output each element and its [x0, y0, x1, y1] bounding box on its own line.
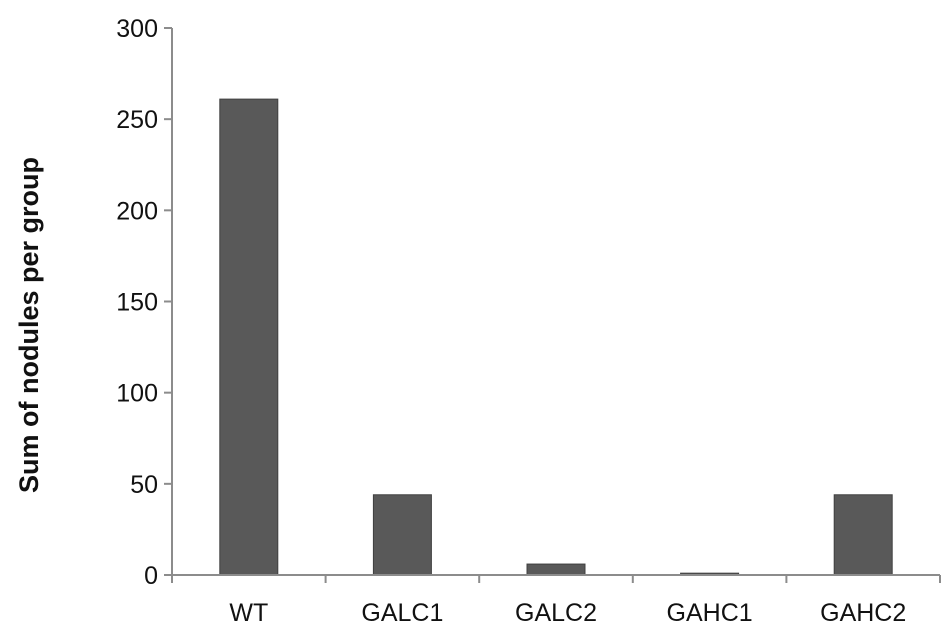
x-tick-label-gahc2: GAHC2: [820, 599, 906, 627]
y-tick-label: 150: [116, 289, 158, 317]
y-tick-label: 50: [130, 471, 158, 499]
y-axis: 0 50 100 150 200 250 300: [116, 15, 172, 590]
x-tick-label-gahc1: GAHC1: [667, 599, 753, 627]
bar-galc1: [372, 494, 432, 576]
y-axis-title: Sum of nodules per group: [14, 157, 44, 493]
y-tick-label: 250: [116, 106, 158, 134]
bars: [219, 98, 893, 576]
x-axis-labels: WT GALC1 GALC2 GAHC1 GAHC2: [171, 575, 941, 627]
bar-gahc2: [833, 494, 893, 576]
y-tick-label: 0: [144, 562, 158, 590]
x-tick-label-galc1: GALC1: [361, 599, 443, 627]
x-tick-label-galc2: GALC2: [515, 599, 597, 627]
y-tick-label: 300: [116, 15, 158, 43]
y-tick-label: 200: [116, 197, 158, 225]
y-tick-label: 100: [116, 380, 158, 408]
bar-galc2: [526, 563, 586, 576]
bar-wt: [219, 98, 279, 576]
x-tick-label-wt: WT: [229, 599, 268, 627]
